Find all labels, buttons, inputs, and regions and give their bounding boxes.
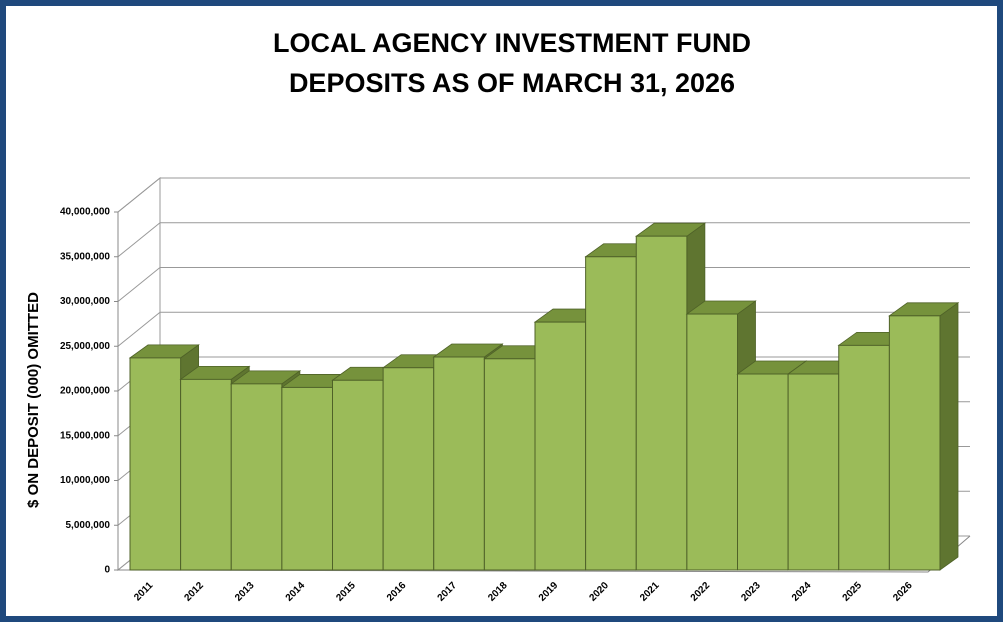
bar (180, 378, 232, 571)
grid-line (117, 177, 970, 213)
y-tick-label: 15,000,000 (60, 430, 110, 441)
y-tick-label: 5,000,000 (66, 520, 111, 531)
bar-side (939, 302, 959, 571)
bar (382, 367, 435, 571)
y-tick-label: 20,000,000 (60, 386, 110, 397)
y-axis-label: $ ON DEPOSIT (000) OMITTED (25, 292, 42, 508)
chart-title: LOCAL AGENCY INVESTMENT FUND (273, 28, 751, 58)
bar (787, 373, 840, 571)
y-tick-label: 40,000,000 (60, 207, 110, 218)
bar (686, 313, 738, 571)
y-tick-label: 30,000,000 (60, 296, 110, 307)
bar (281, 386, 333, 571)
bar (838, 344, 890, 571)
y-tick-label: 10,000,000 (60, 475, 110, 486)
bar (129, 357, 182, 571)
bar (230, 383, 283, 571)
bar (534, 321, 587, 571)
bar (332, 379, 384, 571)
bar (483, 358, 536, 571)
bar (737, 373, 789, 571)
chart-title: DEPOSITS AS OF MARCH 31, 2026 (289, 68, 735, 98)
bar (433, 356, 485, 571)
y-tick-label: 35,000,000 (60, 251, 110, 262)
bar (635, 235, 688, 571)
y-tick-label: 0 (104, 565, 110, 576)
y-tick-label: 25,000,000 (60, 341, 110, 352)
bar (585, 256, 637, 571)
bar (888, 315, 941, 571)
grid-line (117, 222, 970, 258)
